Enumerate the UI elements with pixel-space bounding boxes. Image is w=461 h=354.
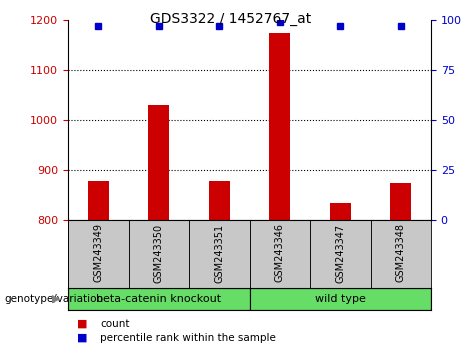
Text: wild type: wild type [315, 294, 366, 304]
Bar [330, 202, 351, 220]
Text: beta-catenin knockout: beta-catenin knockout [96, 294, 221, 304]
Text: genotype/variation: genotype/variation [5, 294, 104, 304]
Text: GSM243346: GSM243346 [275, 223, 285, 282]
Text: percentile rank within the sample: percentile rank within the sample [100, 333, 276, 343]
Text: GSM243348: GSM243348 [396, 223, 406, 282]
Bar [390, 183, 411, 220]
Bar [148, 105, 169, 220]
Bar [269, 33, 290, 220]
Bar [68, 220, 129, 288]
Text: ▶: ▶ [52, 294, 61, 304]
Text: GSM243347: GSM243347 [335, 223, 345, 282]
Bar [371, 220, 431, 288]
Bar [88, 181, 109, 220]
Bar [209, 181, 230, 220]
Bar [249, 220, 310, 288]
Text: GSM243351: GSM243351 [214, 223, 224, 282]
Bar [129, 220, 189, 288]
Bar [189, 220, 249, 288]
Bar [310, 220, 371, 288]
Bar [249, 288, 431, 310]
Text: GSM243350: GSM243350 [154, 223, 164, 282]
Text: GSM243349: GSM243349 [93, 223, 103, 282]
Bar [68, 288, 249, 310]
Text: GDS3322 / 1452767_at: GDS3322 / 1452767_at [150, 12, 311, 27]
Text: ■: ■ [77, 333, 88, 343]
Text: count: count [100, 319, 130, 329]
Text: ■: ■ [77, 319, 88, 329]
